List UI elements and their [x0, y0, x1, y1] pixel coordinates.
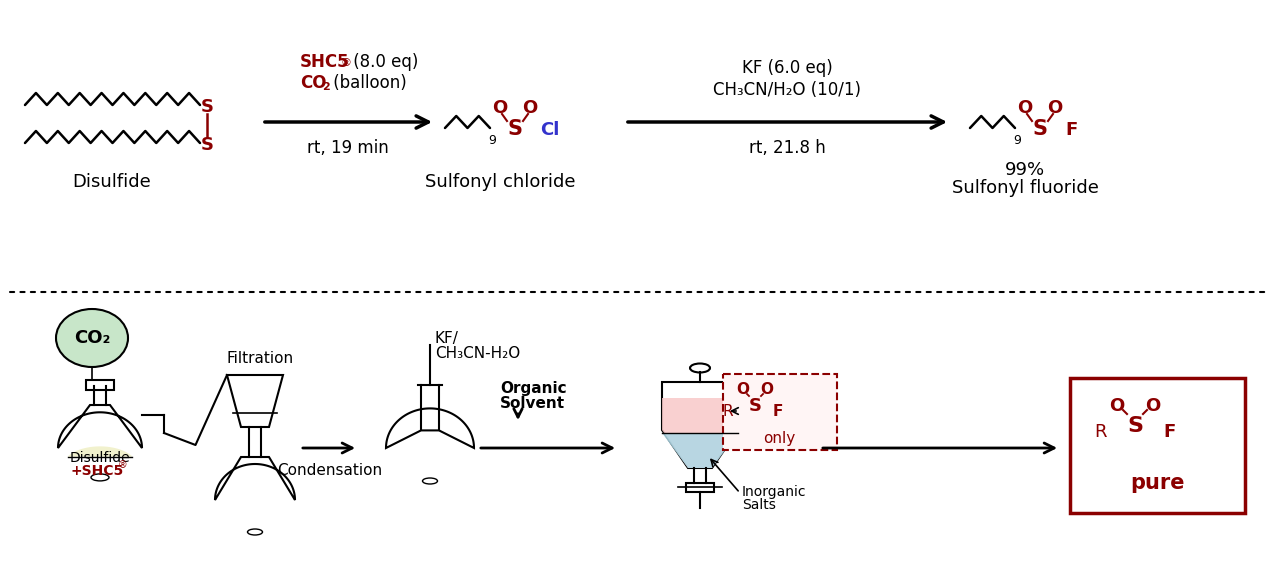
Text: CO: CO: [300, 74, 326, 92]
Text: O: O: [493, 99, 508, 117]
Text: (balloon): (balloon): [328, 74, 407, 92]
Text: Salts: Salts: [742, 498, 776, 512]
Text: S: S: [201, 136, 214, 154]
Text: CH₃CN/H₂O (10/1): CH₃CN/H₂O (10/1): [713, 81, 861, 99]
Text: O: O: [522, 99, 538, 117]
Text: Cl: Cl: [540, 121, 559, 139]
Polygon shape: [387, 409, 474, 448]
Text: Inorganic: Inorganic: [742, 485, 806, 499]
Text: F: F: [1065, 121, 1078, 139]
Text: Condensation: Condensation: [278, 463, 383, 478]
Text: S: S: [1033, 119, 1047, 139]
Text: only: only: [763, 430, 795, 446]
Ellipse shape: [247, 529, 262, 535]
Text: O: O: [760, 383, 773, 397]
Text: S: S: [1126, 416, 1143, 436]
Text: SHC5: SHC5: [300, 53, 349, 71]
Text: KF (6.0 eq): KF (6.0 eq): [741, 59, 832, 77]
Bar: [686, 483, 714, 492]
Text: F: F: [1164, 423, 1175, 441]
Polygon shape: [662, 398, 739, 468]
FancyBboxPatch shape: [723, 374, 837, 450]
Text: S: S: [507, 119, 522, 139]
Text: R: R: [722, 404, 733, 420]
Text: CO₂: CO₂: [74, 329, 110, 347]
Text: Solvent: Solvent: [500, 396, 566, 411]
Text: Filtration: Filtration: [227, 351, 293, 366]
Text: KF/: KF/: [435, 330, 458, 346]
Ellipse shape: [56, 309, 128, 367]
Polygon shape: [662, 382, 739, 468]
Text: O: O: [1047, 99, 1062, 117]
Text: 2: 2: [323, 82, 330, 92]
Text: Disulfide: Disulfide: [70, 451, 131, 465]
Text: ®: ®: [340, 58, 351, 68]
Text: O: O: [736, 383, 750, 397]
Bar: [1070, 378, 1245, 513]
Text: 9: 9: [1012, 134, 1021, 147]
Polygon shape: [662, 433, 739, 468]
Text: 99%: 99%: [1005, 161, 1044, 179]
Text: Organic: Organic: [500, 381, 567, 396]
Text: Sulfonyl chloride: Sulfonyl chloride: [425, 173, 575, 191]
Text: Sulfonyl fluoride: Sulfonyl fluoride: [951, 179, 1098, 197]
Polygon shape: [68, 446, 132, 457]
Text: Disulfide: Disulfide: [73, 173, 151, 191]
Text: O: O: [1018, 99, 1033, 117]
Text: rt, 21.8 h: rt, 21.8 h: [749, 139, 826, 157]
Text: O: O: [1110, 397, 1125, 415]
Polygon shape: [227, 375, 283, 427]
Text: S: S: [749, 397, 762, 415]
Text: CH₃CN-H₂O: CH₃CN-H₂O: [435, 346, 520, 360]
Text: rt, 19 min: rt, 19 min: [307, 139, 389, 157]
Ellipse shape: [422, 478, 438, 484]
Text: O: O: [1146, 397, 1161, 415]
Text: R: R: [1094, 423, 1107, 441]
Bar: [86, 380, 114, 390]
Polygon shape: [58, 405, 142, 448]
Ellipse shape: [690, 363, 710, 373]
Ellipse shape: [91, 474, 109, 481]
Polygon shape: [215, 457, 294, 500]
Text: ®: ®: [118, 460, 128, 470]
Text: (8.0 eq): (8.0 eq): [348, 53, 419, 71]
Text: S: S: [201, 98, 214, 116]
Text: F: F: [773, 404, 783, 420]
Text: +SHC5: +SHC5: [70, 464, 123, 478]
Text: pure: pure: [1130, 473, 1184, 493]
Text: 9: 9: [488, 134, 495, 147]
